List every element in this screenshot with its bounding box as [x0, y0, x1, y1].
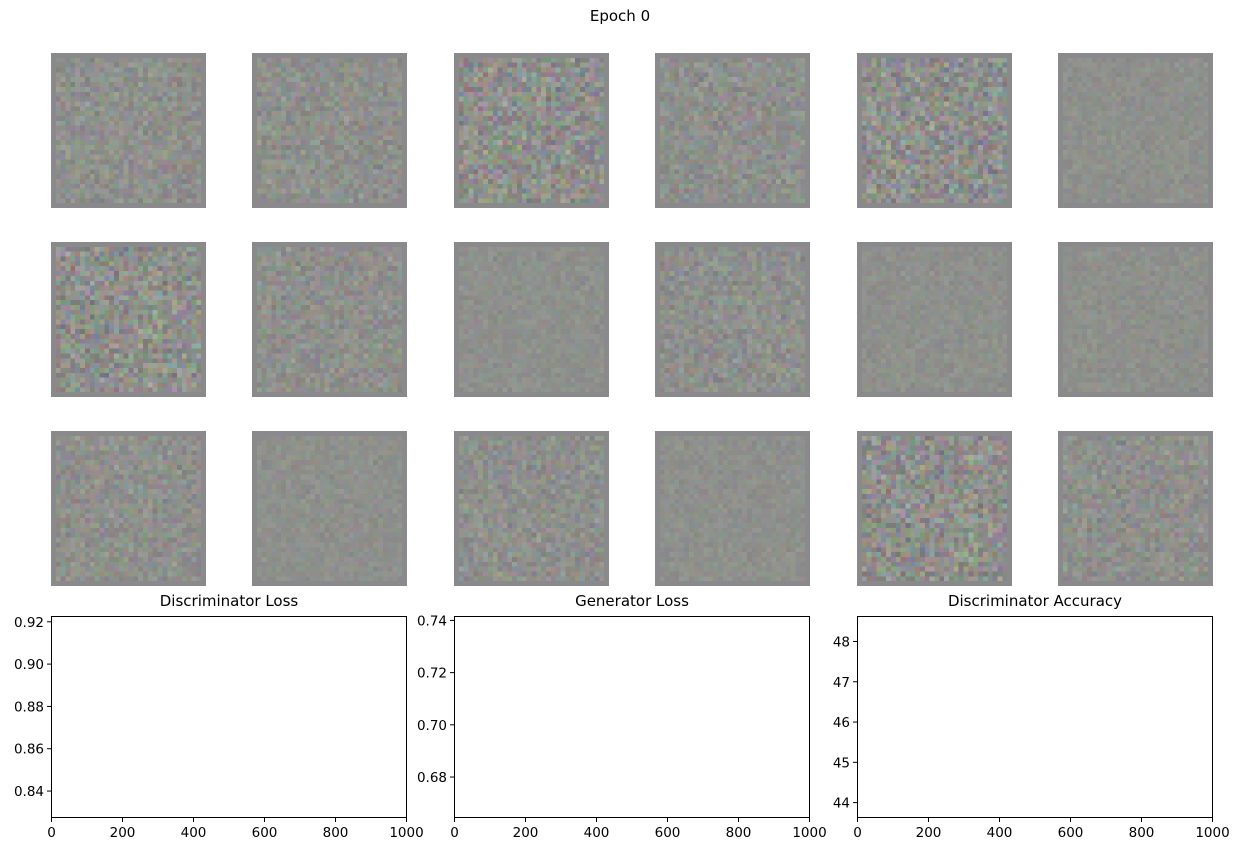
y-tick-label: 0.74: [417, 613, 447, 629]
x-tick-label: 200: [110, 825, 136, 841]
y-tick-label: 0.90: [14, 657, 44, 673]
y-tick-label: 0.68: [417, 770, 447, 786]
generated-sample-image: [51, 53, 206, 208]
generated-sample-image: [252, 431, 407, 586]
x-tick-label: 200: [513, 825, 539, 841]
y-tick-label: 45: [833, 755, 850, 771]
y-tick-label: 0.72: [417, 666, 447, 682]
generated-sample-image: [655, 242, 810, 397]
generated-sample-image: [655, 431, 810, 586]
generated-sample-image: [857, 53, 1012, 208]
x-tick-label: 800: [726, 825, 752, 841]
x-tick-label: 0: [47, 825, 56, 841]
generated-sample-image: [51, 242, 206, 397]
discriminator-accuracy-plot: Discriminator Accuracy 0 200 400 600 800 1000…: [833, 592, 1230, 841]
x-tick-label: 200: [916, 825, 942, 841]
x-tick-label: 600: [1058, 825, 1084, 841]
x-tick-label: 0: [853, 825, 862, 841]
x-tick-label: 800: [323, 825, 349, 841]
plot-frame: [454, 616, 810, 818]
figure-suptitle: Epoch 0: [589, 7, 651, 25]
x-tick-label: 400: [181, 825, 207, 841]
generated-sample-image: [51, 431, 206, 586]
plot-axes: 0 200 400 600 800 1000 0.84 0.86 0.88 0.90 0.92: [14, 615, 424, 841]
generated-sample-image: [655, 53, 810, 208]
y-tick-label: 0.70: [417, 718, 447, 734]
discriminator-loss-title: Discriminator Loss: [159, 592, 299, 610]
generator-loss-title: Generator Loss: [575, 592, 689, 610]
generated-sample-image: [454, 242, 609, 397]
x-tick-label: 400: [987, 825, 1013, 841]
y-tick-label: 44: [833, 796, 850, 812]
generated-sample-image: [454, 431, 609, 586]
generated-sample-image: [1058, 431, 1213, 586]
generated-sample-image: [454, 53, 609, 208]
x-tick-label: 800: [1129, 825, 1155, 841]
x-tick-label: 0: [450, 825, 459, 841]
y-tick-label: 46: [833, 715, 850, 731]
plot-frame: [857, 616, 1213, 818]
generated-sample-image: [1058, 53, 1213, 208]
x-tick-label: 1000: [1195, 825, 1229, 841]
x-tick-label: 1000: [389, 825, 423, 841]
x-tick-label: 600: [655, 825, 681, 841]
plot-axes: 0 200 400 600 800 1000 0.68 0.70 0.72 0.74: [417, 613, 827, 841]
y-tick-label: 0.88: [14, 699, 44, 715]
plot-frame: [51, 616, 407, 818]
generated-sample-image: [1058, 242, 1213, 397]
y-tick-label: 0.86: [14, 742, 44, 758]
x-tick-label: 600: [252, 825, 278, 841]
y-tick-label: 47: [833, 675, 850, 691]
generated-sample-image: [252, 242, 407, 397]
generated-sample-image: [252, 53, 407, 208]
generator-loss-plot: Generator Loss 0 200 400 600 800 1000 0.68 0.70…: [417, 592, 827, 841]
generated-sample-image: [857, 431, 1012, 586]
x-tick-label: 1000: [792, 825, 826, 841]
discriminator-loss-plot: Discriminator Loss 0 200 400 600 800 1000 0.84…: [14, 592, 424, 841]
x-tick-label: 400: [584, 825, 610, 841]
y-tick-label: 0.84: [14, 784, 44, 800]
plot-axes: 0 200 400 600 800 1000 44 45 46 47 48: [833, 616, 1230, 841]
discriminator-accuracy-title: Discriminator Accuracy: [947, 592, 1123, 610]
generated-sample-image: [857, 242, 1012, 397]
y-tick-label: 48: [833, 634, 850, 650]
y-tick-label: 0.92: [14, 615, 44, 631]
